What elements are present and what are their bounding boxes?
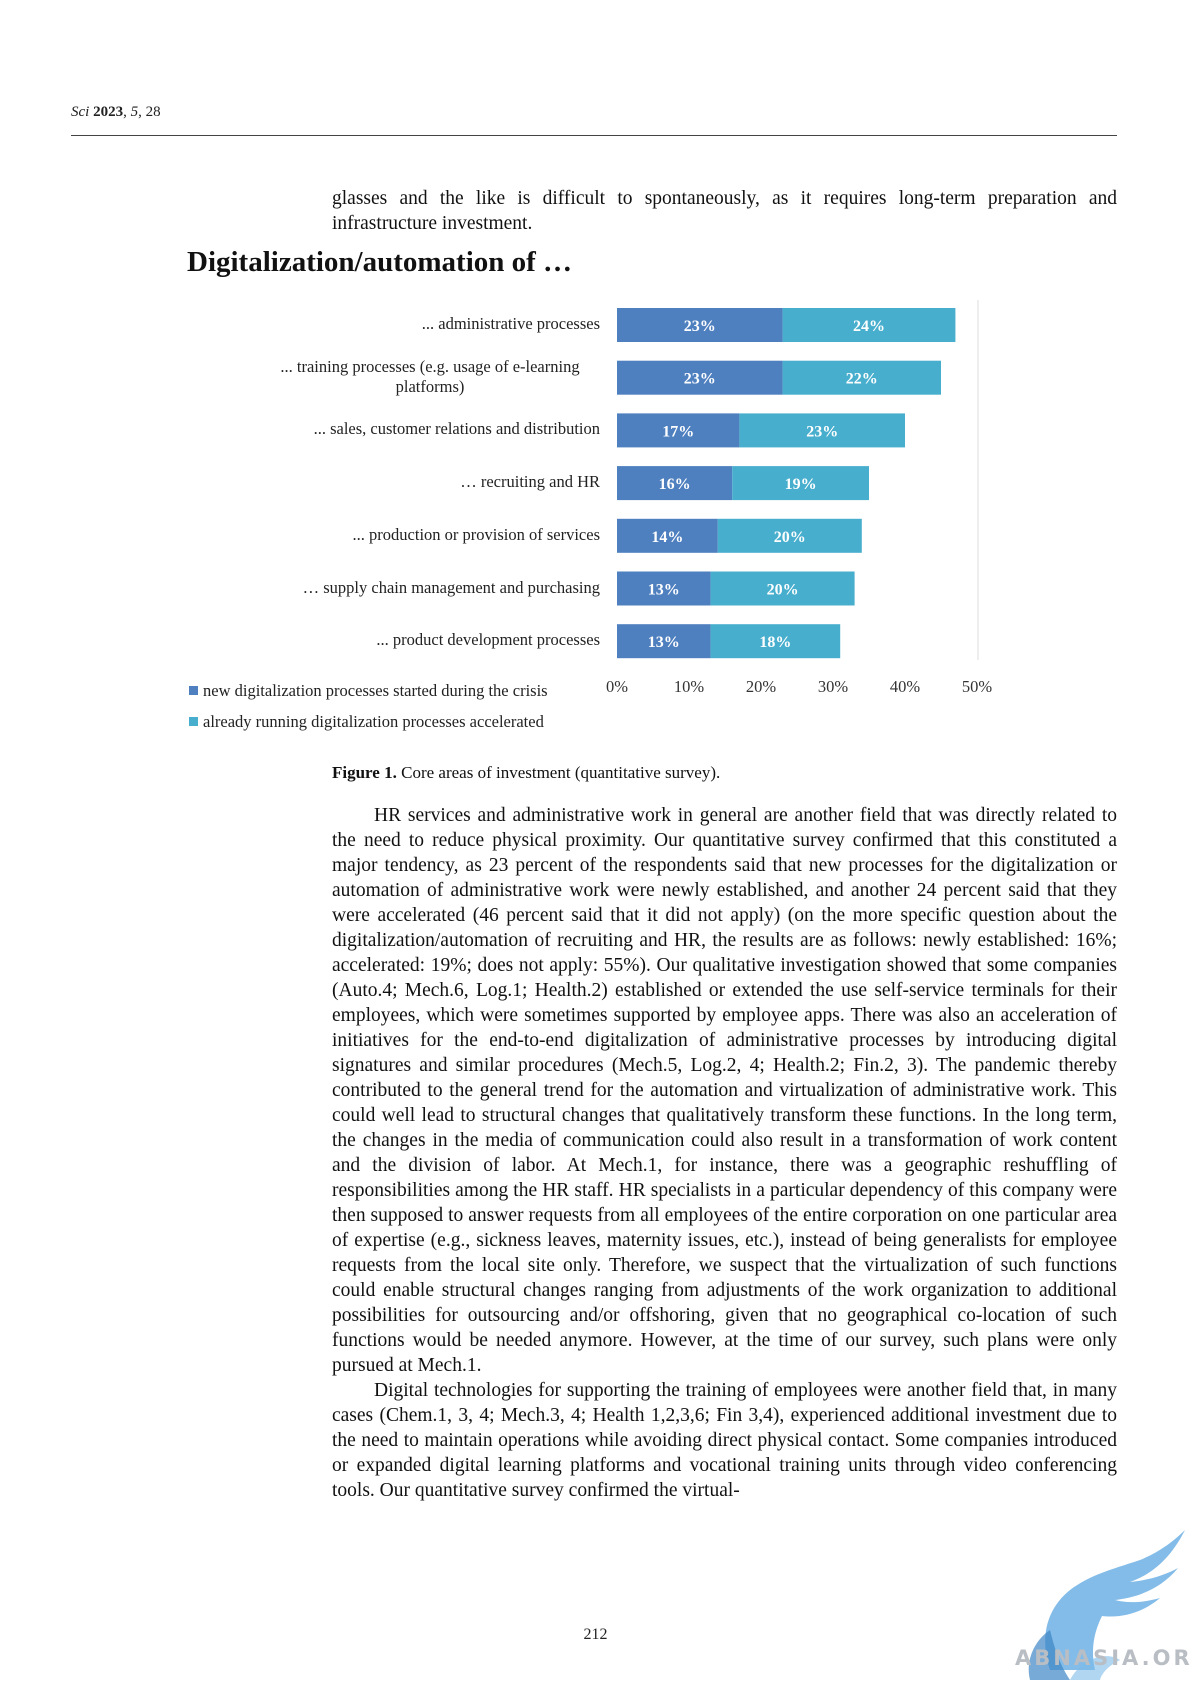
data-label: 20% xyxy=(767,582,799,599)
caption-text: Core areas of investment (quantitative s… xyxy=(401,763,721,782)
data-label: 16% xyxy=(659,476,691,493)
intro-paragraph: glasses and the like is difficult to spo… xyxy=(332,186,1117,236)
bar-segment-accelerated xyxy=(717,518,862,553)
x-tick-label: 10% xyxy=(674,677,705,696)
category-label: ... production or provision of services xyxy=(352,524,600,544)
legend-swatch xyxy=(189,685,198,695)
bar-segment-accelerated xyxy=(710,571,855,606)
paragraph-hr-services: HR services and administrative work in g… xyxy=(332,805,1117,1376)
data-label: 23% xyxy=(684,371,716,388)
legend-item: new digitalization processes started dur… xyxy=(189,681,548,701)
category-label: ... administrative processes xyxy=(421,314,600,333)
journal-name: Sci xyxy=(71,104,90,120)
x-tick-label: 30% xyxy=(818,677,849,696)
bar-segment-new xyxy=(617,624,711,659)
data-label: 17% xyxy=(662,423,694,440)
x-tick-label: 50% xyxy=(962,677,993,696)
bar-segment-new xyxy=(617,518,718,553)
x-tick-label: 40% xyxy=(890,677,921,696)
data-label: 13% xyxy=(648,582,680,599)
running-header: Sci 2023, 5, 28 xyxy=(71,104,161,120)
intro-text: glasses and the like is difficult to spo… xyxy=(332,188,1117,234)
category-label: ... product development processes xyxy=(376,630,600,650)
category-label: ... sales, customer relations and distri… xyxy=(313,419,600,439)
legend-label: already running digitalization processes… xyxy=(203,712,544,731)
figure-title: Digitalization/automation of … xyxy=(187,246,573,278)
data-label: 23% xyxy=(684,318,716,335)
legend-item: already running digitalization processes… xyxy=(189,712,544,732)
data-label: 18% xyxy=(759,634,791,651)
data-label: 22% xyxy=(846,371,878,388)
bar-segment-new xyxy=(617,360,783,395)
journal-volume: 5 xyxy=(130,104,139,120)
bar-segment-accelerated xyxy=(782,308,956,342)
griffin-watermark-icon xyxy=(1028,1530,1185,1680)
data-label: 14% xyxy=(651,529,683,546)
data-label: 23% xyxy=(806,423,838,440)
bar-segment-new xyxy=(617,571,711,606)
page-number: 212 xyxy=(583,1626,608,1643)
watermark-text: ABNASIA.ORG xyxy=(1015,1646,1191,1670)
category-label: … recruiting and HR xyxy=(460,472,600,492)
category-label: ... training processes (e.g. usage of e-… xyxy=(280,356,580,396)
main-text: HR services and administrative work in g… xyxy=(332,803,1117,1503)
caption-label: Figure 1. xyxy=(332,763,397,782)
header-rule xyxy=(71,135,1117,136)
legend-label: new digitalization processes started dur… xyxy=(203,681,548,700)
data-label: 20% xyxy=(774,529,806,546)
data-label: 13% xyxy=(648,634,680,651)
bar-segment-new xyxy=(617,466,733,501)
stacked-bar-chart: 23% 24% 23% 22% 17% 23% 16% 19% 14% 20% 13% 20% 13% 1… xyxy=(606,300,993,696)
x-tick-label: 20% xyxy=(746,677,777,696)
bar-segment-accelerated xyxy=(710,624,841,659)
bar-segment-new xyxy=(617,413,740,448)
bar-segment-accelerated xyxy=(732,466,869,501)
figure-caption: Figure 1. Core areas of investment (quan… xyxy=(332,763,720,783)
bar-segment-accelerated xyxy=(739,413,905,448)
paragraph-training: Digital technologies for supporting the … xyxy=(332,1380,1117,1501)
journal-year: 2023 xyxy=(93,104,124,120)
bar-segment-new xyxy=(617,308,783,342)
bar-segment-accelerated xyxy=(782,360,941,395)
data-label: 24% xyxy=(853,318,885,335)
legend-swatch xyxy=(189,716,198,726)
x-tick-label: 0% xyxy=(606,677,628,696)
article-number: 28 xyxy=(145,104,161,120)
category-label: … supply chain management and purchasing xyxy=(302,577,600,597)
data-label: 19% xyxy=(785,476,817,493)
